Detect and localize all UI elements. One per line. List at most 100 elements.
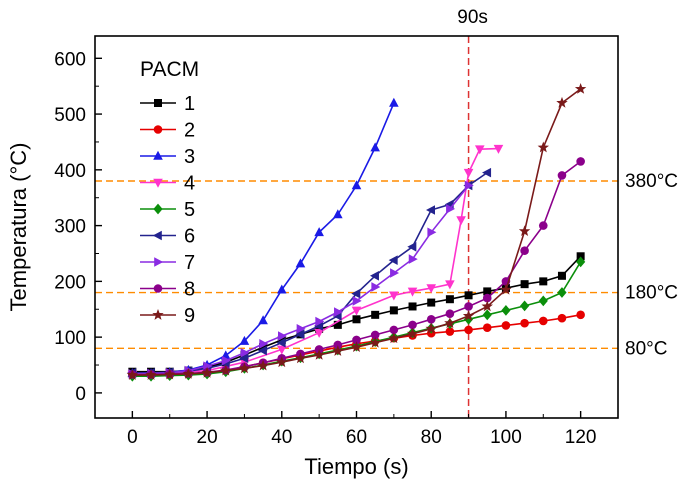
y-tick-label: 600: [54, 49, 86, 70]
diamond-marker: [520, 300, 530, 312]
square-marker: [557, 271, 566, 280]
triangle-right-marker: [277, 331, 287, 341]
diamond-marker: [576, 256, 586, 268]
square-marker: [445, 295, 454, 304]
circle-marker: [153, 125, 163, 134]
triangle-left-marker: [257, 345, 267, 356]
triangle-left-marker: [239, 353, 249, 364]
triangle-left-marker: [482, 167, 492, 178]
triangle-left-marker: [407, 241, 417, 252]
square-marker: [371, 310, 380, 319]
triangle-right-marker: [408, 254, 418, 264]
circle-marker: [576, 310, 585, 320]
star-marker: [369, 336, 381, 348]
square-marker: [315, 324, 324, 333]
circle-marker: [153, 284, 163, 293]
legend-item-5: 5: [140, 199, 195, 221]
circle-marker: [538, 221, 548, 230]
star-marker: [126, 369, 139, 380]
diamond-marker: [153, 203, 163, 215]
triangle-down-marker: [456, 216, 466, 226]
y-tick-label: 200: [54, 272, 86, 293]
legend-item-6: 6: [140, 226, 195, 248]
star-marker: [406, 327, 419, 339]
triangle-right-marker: [240, 347, 250, 358]
threshold-label-80: 80°C: [625, 338, 667, 359]
x-tick-label: 120: [565, 427, 597, 448]
triangle-right-marker: [352, 296, 362, 306]
triangle-down-marker: [276, 345, 287, 355]
square-marker: [154, 99, 162, 107]
threshold-label-380: 380°C: [625, 171, 678, 192]
circle-marker: [445, 327, 455, 336]
triangle-left-marker: [351, 288, 361, 299]
triangle-left-marker: [388, 255, 398, 265]
triangle-down-marker: [314, 328, 324, 338]
triangle-right-marker: [154, 257, 164, 267]
star-marker: [313, 349, 325, 360]
star-marker: [152, 309, 164, 320]
star-marker: [518, 225, 531, 236]
triangle-right-marker: [371, 282, 381, 292]
legend-item-1: 1: [140, 93, 195, 115]
square-marker: [539, 277, 548, 286]
legend-item-label: 7: [184, 252, 195, 274]
triangle-right-marker: [390, 268, 400, 278]
triangle-up-marker: [370, 142, 380, 152]
triangle-down-marker: [407, 287, 418, 297]
circle-marker: [501, 321, 511, 330]
legend-item-3: 3: [140, 146, 195, 168]
circle-marker: [557, 171, 567, 180]
triangle-left-marker: [295, 329, 305, 340]
legend-item-9: 9: [140, 305, 195, 327]
star-marker: [220, 364, 232, 376]
legend-item-label: 6: [184, 226, 195, 248]
legend-item-label: 9: [184, 305, 195, 327]
circle-marker: [464, 302, 473, 311]
series-9: [126, 83, 587, 380]
star-marker: [294, 352, 307, 364]
square-marker: [277, 335, 286, 344]
y-axis: 0 100 200 300 400 500 600: [54, 49, 102, 405]
star-marker: [556, 96, 568, 108]
circle-marker: [333, 340, 343, 350]
star-marker: [500, 283, 512, 295]
diamond-marker: [482, 309, 492, 321]
y-tick-label: 100: [54, 328, 86, 349]
triangle-down-marker: [426, 284, 437, 294]
y-tick-label: 300: [54, 217, 86, 238]
legend-item-8: 8: [140, 279, 195, 301]
circle-marker: [520, 246, 529, 256]
legend: PACM 1 2 3 4 5 6 7 8 9: [140, 58, 199, 327]
legend-item-label: 3: [184, 146, 195, 168]
circle-marker: [482, 323, 492, 332]
star-marker: [238, 362, 251, 374]
square-marker: [408, 302, 417, 311]
star-marker: [332, 345, 344, 356]
x-tick-label: 80: [421, 427, 442, 448]
threshold-label-180: 180°C: [625, 283, 678, 304]
legend-item-label: 8: [184, 279, 195, 301]
legend-item-4: 4: [140, 173, 195, 195]
legend-title: PACM: [140, 58, 199, 81]
circle-marker: [370, 330, 380, 340]
star-marker: [388, 332, 400, 344]
triangle-down-marker: [389, 291, 399, 301]
x-tick-label: 100: [490, 427, 522, 448]
square-marker: [259, 343, 268, 352]
triangle-down-marker: [474, 145, 485, 155]
triangle-right-marker: [334, 307, 344, 317]
triangle-left-marker: [276, 337, 286, 348]
triangle-right-marker: [296, 323, 306, 334]
triangle-up-marker: [351, 180, 362, 190]
star-marker: [481, 300, 493, 312]
star-marker: [201, 366, 213, 378]
circle-marker: [520, 318, 529, 328]
triangle-down-marker: [153, 178, 163, 188]
star-marker: [145, 369, 157, 380]
circle-marker: [464, 325, 473, 335]
circle-marker: [389, 325, 399, 335]
star-marker: [276, 356, 288, 368]
triangle-right-marker: [427, 227, 437, 238]
